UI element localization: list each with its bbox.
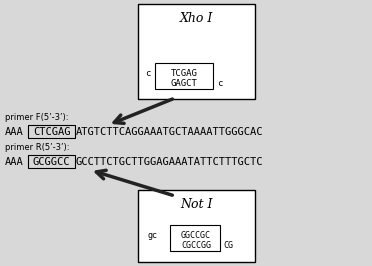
Text: CGCCGG: CGCCGG (181, 242, 211, 251)
Bar (138, 190, 255, 262)
Bar (155, 63, 213, 89)
Text: GGCCGC: GGCCGC (181, 231, 211, 239)
Text: gc: gc (147, 231, 157, 240)
Text: GCCTTCTGCTTGGAGAAATATTCTTTGCTC: GCCTTCTGCTTGGAGAAATATTCTTTGCTC (76, 157, 263, 167)
Bar (138, 4, 255, 99)
Text: AAA: AAA (5, 157, 24, 167)
Text: primer F(5’-3’):: primer F(5’-3’): (5, 114, 68, 123)
Text: GCGGCC: GCGGCC (33, 157, 70, 167)
Bar (28, 155, 75, 168)
Text: ATGTCTTCAGGAAATGCTAAAATTGGGCAC: ATGTCTTCAGGAAATGCTAAAATTGGGCAC (76, 127, 263, 137)
Text: c: c (217, 80, 223, 89)
Text: Xho I: Xho I (180, 11, 213, 24)
Bar (28, 124, 75, 138)
Text: AAA: AAA (5, 127, 24, 137)
Text: Not I: Not I (180, 197, 213, 210)
Text: CTCGAG: CTCGAG (33, 127, 70, 137)
Text: c: c (145, 69, 151, 78)
Text: CG: CG (223, 242, 233, 251)
Text: TCGAG: TCGAG (171, 69, 198, 77)
Bar (170, 225, 220, 251)
Text: GAGCT: GAGCT (171, 80, 198, 89)
Text: primer R(5’-3’):: primer R(5’-3’): (5, 143, 70, 152)
